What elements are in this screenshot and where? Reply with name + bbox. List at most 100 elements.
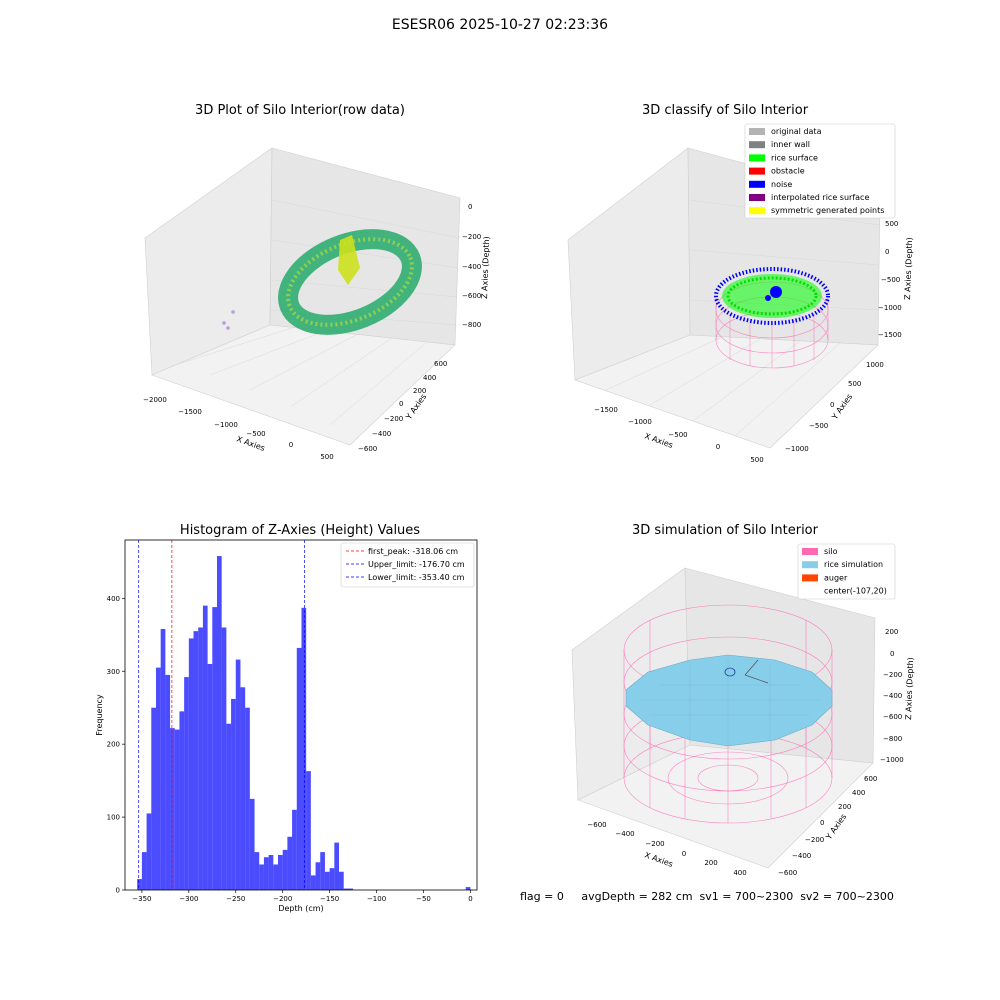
svg-text:−200: −200 [805,836,824,844]
histogram-bar [306,771,311,890]
histogram-bar [245,707,250,890]
histogram-legend: first_peak: -318.06 cm Upper_limit: -176.… [340,542,475,588]
svg-text:−200: −200 [645,840,664,848]
p1-outlier-point [222,321,226,325]
svg-text:0: 0 [399,400,403,408]
y-tick-label: 100 [107,814,120,822]
svg-text:0: 0 [468,203,472,211]
histogram-bar [282,849,288,890]
histogram-bar [310,875,316,890]
p4-center-marker [744,674,769,684]
p4-x-ticks: −600 −400 −200 0 200 400 [587,821,746,877]
legend-swatch [749,207,765,215]
p2-noise-ring [714,267,830,325]
histogram-bar [465,887,471,890]
p4-z-ticks: 200 0 −200 −400 −600 −800 −1000 [880,628,904,764]
legend-swatch [749,180,765,188]
svg-text:200: 200 [838,803,851,811]
svg-text:−1500: −1500 [878,331,902,339]
p1-z-ticks: 0 −200 −400 −600 −800 [462,203,481,329]
histogram-bar [146,813,152,890]
svg-text:−400: −400 [462,263,481,271]
histogram-ylabel: Frequency [95,694,104,736]
panel2-3d-classify: −1500 −1000 −500 0 500 −1000 −500 0 500 … [567,123,914,464]
histogram-vlines [138,540,305,890]
histogram-bar [334,842,340,890]
svg-text:−2000: −2000 [143,396,167,404]
histogram-bar [263,857,269,890]
legend-entry: Lower_limit: -353.40 cm [368,573,465,582]
p2-zlabel: Z Axies (Depth) [903,237,914,300]
p4-ylabel: Y Axies [824,812,849,842]
histogram-x-ticks: −350 −300 −250 −200 −150 −100 −50 0 [132,890,473,903]
status-footer: flag = 0 avgDepth = 282 cm sv1 = 700~230… [520,890,894,903]
histogram-bar [179,711,185,890]
legend-entry: noise [771,180,792,189]
histogram-bar [207,663,213,890]
histogram-bar [287,836,293,890]
p4-auger-ring [724,667,736,677]
svg-text:600: 600 [864,775,877,783]
x-tick-label: −250 [226,895,245,903]
histogram-bar [339,871,344,890]
histogram-bar [254,852,260,890]
x-tick-label: −200 [273,895,292,903]
p4-legend: silo rice simulation auger center(-107,20) [797,543,896,600]
svg-text:0: 0 [830,401,834,409]
svg-text:−400: −400 [792,852,811,860]
p1-peak-points [338,235,360,285]
histogram-bar [165,674,171,890]
svg-text:500: 500 [885,220,898,228]
histogram-bar [324,871,330,890]
legend-swatch [749,167,765,175]
svg-text:−600: −600 [778,869,797,877]
legend-entry: silo [824,547,838,556]
histogram-bar [170,728,175,890]
p1-y-ticks: −600 −400 −200 0 200 400 600 [358,360,447,453]
legend-entry: interpolated rice surface [771,193,869,202]
svg-text:−1000: −1000 [628,418,652,426]
histogram-y-ticks: 0 100 200 300 400 [107,595,125,895]
svg-text:−500: −500 [246,430,265,438]
histogram-bar [174,729,180,890]
histogram-bar [329,868,335,890]
histogram-bar [292,809,297,890]
svg-text:200: 200 [885,628,898,636]
y-tick-label: 0 [116,887,120,895]
panel4-3d-simulation: −600 −400 −200 0 200 400 −600 −400 −200 … [571,543,915,877]
p1-rice-ring-highlight [286,237,414,327]
svg-text:1000: 1000 [866,361,884,369]
svg-text:−600: −600 [462,292,481,300]
svg-text:500: 500 [750,456,763,464]
legend-entry: rice surface [771,153,818,162]
svg-text:−500: −500 [809,422,828,430]
histogram-xlabel: Depth (cm) [278,904,323,913]
svg-text:−200: −200 [883,671,902,679]
legend-entry: symmetric generated points [771,206,884,215]
svg-text:0: 0 [716,443,720,451]
histogram-bar [240,687,246,890]
p4-y-ticks: −600 −400 −200 0 200 400 600 [778,775,877,877]
histogram-bar [273,864,279,890]
histogram-bar [315,862,321,890]
histogram-bar [137,879,142,890]
legend-entry: obstacle [771,167,805,176]
histogram-bar [184,677,189,890]
svg-text:0: 0 [820,819,824,827]
histogram-bar [188,638,194,890]
y-tick-label: 200 [107,741,120,749]
svg-text:400: 400 [423,374,436,382]
p2-floor-pane [574,334,879,449]
svg-text:−600: −600 [358,445,377,453]
histogram-bar [226,723,232,890]
legend-entry: rice simulation [824,560,883,569]
p2-legend: original data inner wall rice surface obsta… [744,123,896,219]
panel2-title: 3D classify of Silo Interior [641,103,809,118]
svg-text:−500: −500 [881,276,900,284]
svg-text:−1500: −1500 [594,406,618,414]
p1-zlabel: Z Axies (Depth) [480,236,491,299]
p4-rice-mesh [640,658,820,745]
svg-text:−500: −500 [668,431,687,439]
y-tick-label: 300 [107,668,120,676]
svg-text:500: 500 [848,380,861,388]
